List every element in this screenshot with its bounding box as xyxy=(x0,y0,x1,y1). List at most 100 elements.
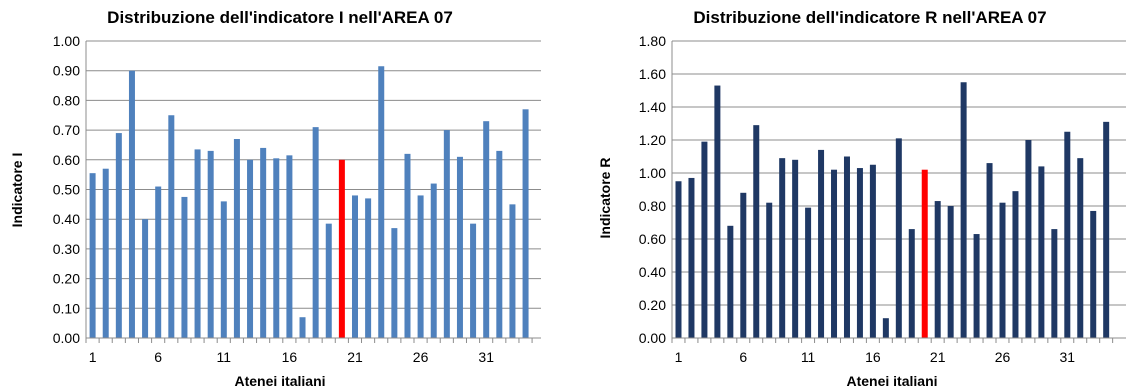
x-tick-label: 1 xyxy=(675,349,683,365)
bar xyxy=(882,318,889,338)
x-axis-title: Atenei italiani xyxy=(846,373,937,389)
bar xyxy=(908,229,915,338)
bar xyxy=(456,156,463,338)
bar xyxy=(1012,191,1019,338)
y-tick-label: 1.00 xyxy=(639,165,666,181)
bar xyxy=(1038,166,1045,338)
bar xyxy=(142,219,149,338)
bar xyxy=(378,66,385,339)
bar xyxy=(181,196,188,338)
bar xyxy=(1025,140,1032,338)
y-tick-label: 0.80 xyxy=(639,198,666,214)
y-tick-label: 0.20 xyxy=(639,297,666,313)
x-tick-label: 26 xyxy=(413,349,429,365)
bar xyxy=(404,153,411,338)
x-tick-label: 6 xyxy=(154,349,162,365)
y-tick-label: 1.40 xyxy=(639,99,666,115)
y-tick-label: 0.10 xyxy=(53,300,80,316)
bar xyxy=(688,177,695,338)
bar xyxy=(714,85,721,338)
bar xyxy=(856,168,863,338)
y-tick-label: 1.20 xyxy=(639,132,666,148)
bar xyxy=(102,168,109,338)
bar xyxy=(233,139,240,338)
y-tick-label: 0.20 xyxy=(53,271,80,287)
bar xyxy=(115,133,122,338)
bar xyxy=(194,149,201,338)
chart-indicatore-i: Distribuzione dell'indicatore I nell'ARE… xyxy=(9,8,541,389)
bar xyxy=(483,121,490,338)
bar xyxy=(443,130,450,338)
bar xyxy=(247,159,254,338)
y-tick-label: 0.00 xyxy=(53,330,80,346)
bar xyxy=(470,223,477,338)
y-axis-title: Indicatore I xyxy=(9,153,25,228)
x-tick-label: 26 xyxy=(995,349,1011,365)
bar xyxy=(522,109,529,338)
y-tick-label: 0.80 xyxy=(53,92,80,108)
y-tick-label: 0.90 xyxy=(53,63,80,79)
bar xyxy=(701,141,708,338)
bar xyxy=(352,195,358,338)
bar xyxy=(818,149,825,338)
bar xyxy=(168,115,175,338)
x-tick-label: 6 xyxy=(739,349,747,365)
bar xyxy=(220,201,227,338)
bar xyxy=(947,206,954,338)
bar xyxy=(1051,229,1058,338)
bar xyxy=(1090,210,1097,338)
y-tick-label: 0.30 xyxy=(53,241,80,257)
bar xyxy=(805,207,812,338)
bar xyxy=(273,158,280,338)
x-axis-title: Atenei italiani xyxy=(234,373,325,389)
y-tick-label: 0.50 xyxy=(53,182,80,198)
x-tick-label: 21 xyxy=(930,349,946,365)
bar xyxy=(89,173,96,338)
bar xyxy=(312,127,319,338)
y-tick-label: 0.00 xyxy=(639,330,666,346)
x-tick-label: 1 xyxy=(89,349,97,365)
bar xyxy=(207,150,214,338)
bar xyxy=(986,163,993,338)
x-tick-label: 21 xyxy=(347,349,363,365)
bar xyxy=(999,202,1006,338)
x-tick-label: 16 xyxy=(282,349,298,365)
y-tick-label: 1.00 xyxy=(53,33,80,49)
chart-title: Distribuzione dell'indicatore I nell'ARE… xyxy=(107,8,453,27)
x-tick-label: 31 xyxy=(1060,349,1076,365)
x-tick-label: 11 xyxy=(217,349,232,365)
bar xyxy=(921,169,928,338)
chart-indicatore-r: Distribuzione dell'indicatore R nell'ARE… xyxy=(597,8,1126,389)
bar xyxy=(417,195,424,338)
bar xyxy=(766,202,773,338)
y-tick-label: 1.80 xyxy=(639,33,666,49)
bar xyxy=(1064,131,1071,338)
bar xyxy=(973,234,980,338)
y-axis-title: Indicatore R xyxy=(597,158,613,239)
bar xyxy=(391,228,398,338)
bar xyxy=(792,159,799,338)
y-tick-label: 0.70 xyxy=(53,122,80,138)
bar xyxy=(753,125,760,339)
bar xyxy=(675,181,682,338)
bar xyxy=(430,183,437,338)
bar xyxy=(496,150,503,338)
bar xyxy=(509,204,516,338)
bar xyxy=(128,70,135,338)
bar xyxy=(325,223,332,338)
bar xyxy=(260,147,267,338)
bar xyxy=(779,158,786,338)
chart-title: Distribuzione dell'indicatore R nell'ARE… xyxy=(693,8,1046,27)
bar xyxy=(155,186,162,338)
y-tick-label: 0.40 xyxy=(53,211,80,227)
y-tick-label: 1.60 xyxy=(639,66,666,82)
bar xyxy=(299,317,306,338)
bar xyxy=(1103,121,1110,338)
bar xyxy=(286,155,293,338)
bar xyxy=(727,225,734,338)
bar xyxy=(960,82,967,338)
bar xyxy=(365,198,372,338)
bar xyxy=(934,201,941,338)
y-tick-label: 0.40 xyxy=(639,264,666,280)
